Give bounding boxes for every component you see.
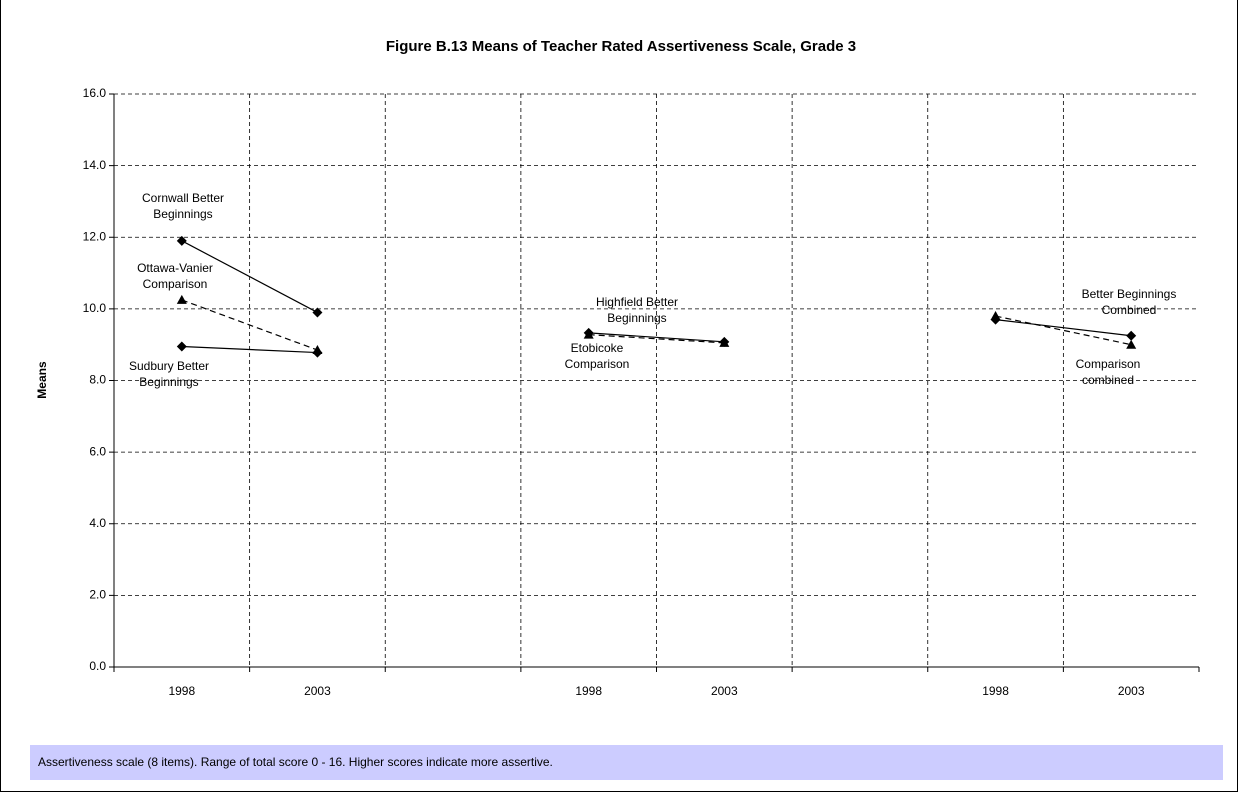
series-line xyxy=(181,299,318,351)
y-axis-label: Means xyxy=(35,361,49,399)
series-label: Highfield Better Beginnings xyxy=(595,295,679,325)
y-tick-label: 12.0 xyxy=(83,229,107,243)
series-line xyxy=(995,315,1132,346)
y-tick-label: 2.0 xyxy=(89,588,106,602)
series-label: Cornwall Better Beginnings xyxy=(141,191,225,221)
marker-diamond xyxy=(1126,330,1137,341)
y-tick-label: 8.0 xyxy=(89,373,106,387)
series-label-box: Etobicoke Comparison xyxy=(564,341,630,371)
series-label-box: Comparison combined xyxy=(1075,357,1141,387)
series-label-box: Highfield Better Beginnings xyxy=(595,295,679,325)
series-label: Better Beginnings Combined xyxy=(1081,287,1177,317)
y-tick-label: 4.0 xyxy=(89,516,106,530)
x-tick-label: 1998 xyxy=(168,684,195,698)
y-tick-label: 14.0 xyxy=(83,158,107,172)
marker-diamond xyxy=(176,235,187,246)
x-tick-label: 1998 xyxy=(982,684,1009,698)
series-line xyxy=(588,334,725,344)
x-tick-label: 1998 xyxy=(575,684,602,698)
chart-title: Figure B.13 Means of Teacher Rated Asser… xyxy=(386,38,856,55)
series-line xyxy=(181,345,318,354)
series-label-box: Cornwall Better Beginnings xyxy=(141,191,225,221)
series-line xyxy=(588,332,725,343)
marker-diamond xyxy=(312,307,323,318)
series-label: Sudbury Better Beginnings xyxy=(128,359,210,389)
series-label-box: Ottawa-Vanier Comparison xyxy=(137,261,213,291)
y-tick-label: 0.0 xyxy=(89,659,106,673)
y-tick-label: 10.0 xyxy=(83,301,107,315)
series-label: Ottawa-Vanier Comparison xyxy=(137,261,213,291)
marker-triangle xyxy=(1126,339,1137,349)
series-line xyxy=(181,240,318,313)
series-line xyxy=(995,319,1132,337)
y-tick-label: 16.0 xyxy=(83,86,107,100)
x-tick-label: 2003 xyxy=(711,684,738,698)
x-tick-label: 2003 xyxy=(1118,684,1145,698)
marker-triangle xyxy=(583,329,594,339)
x-tick-label: 2003 xyxy=(304,684,331,698)
series-label-box: Better Beginnings Combined xyxy=(1081,287,1177,317)
y-tick-label: 6.0 xyxy=(89,444,106,458)
marker-triangle xyxy=(990,311,1001,321)
series-label-box: Sudbury Better Beginnings xyxy=(128,359,210,389)
marker-diamond xyxy=(176,341,187,352)
footnote: Assertiveness scale (8 items). Range of … xyxy=(30,745,1223,780)
marker-triangle xyxy=(176,294,187,304)
marker-triangle xyxy=(719,337,730,347)
chart: Figure B.13 Means of Teacher Rated Asser… xyxy=(35,38,1200,698)
series-label: Etobicoke Comparison xyxy=(564,341,630,371)
series-label: Comparison combined xyxy=(1075,357,1141,387)
marker-diamond xyxy=(312,347,323,358)
